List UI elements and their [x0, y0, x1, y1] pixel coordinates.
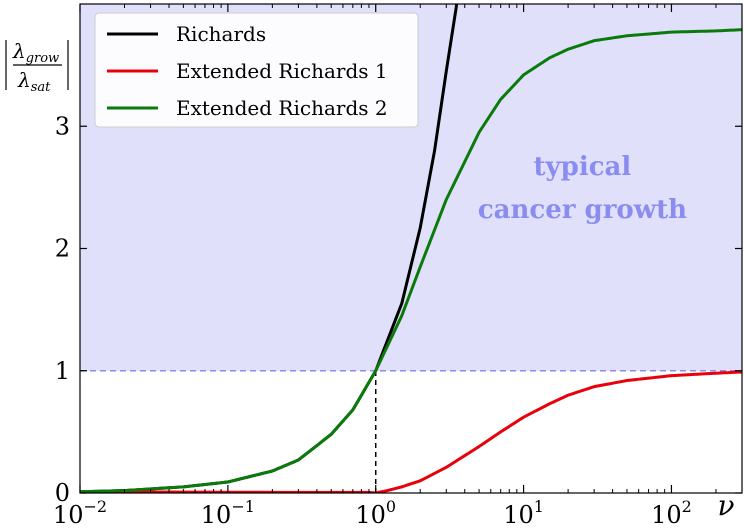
legend-label-0: Richards	[176, 22, 266, 46]
x-axis-label: ν	[717, 489, 734, 522]
legend-label-2: Extended Richards 2	[176, 96, 388, 120]
annotation-1: cancer growth	[478, 195, 687, 225]
legend-box	[94, 12, 419, 128]
x-tick-label-1: 10−1	[201, 497, 255, 528]
y-tick-label-2: 2	[55, 235, 70, 263]
legend-label-1: Extended Richards 1	[176, 59, 388, 83]
y-label-numerator: λgrow	[12, 39, 59, 66]
x-tick-label-3: 101	[503, 497, 544, 528]
x-tick-label-4: 102	[651, 497, 692, 528]
x-tick-label-0: 10−2	[53, 497, 107, 528]
y-tick-label-0: 0	[55, 479, 70, 507]
x-tick-label-2: 100	[355, 497, 396, 528]
annotation-0: typical	[534, 152, 632, 182]
series-extended-richards-2	[80, 28, 742, 493]
reference-lines-layer	[80, 370, 742, 493]
y-label-denominator: λsat	[17, 68, 51, 95]
axes-layer: 0 1 2 3 10−2 10−1 100 101 102	[53, 3, 743, 528]
series-extended-richards-1	[80, 370, 742, 493]
annotation-layer: typical cancer growth	[478, 152, 687, 225]
y-tick-label-1: 1	[55, 357, 70, 385]
y-tick-label-3: 3	[55, 112, 70, 140]
legend: Richards Extended Richards 1 Extended Rich…	[94, 12, 419, 128]
